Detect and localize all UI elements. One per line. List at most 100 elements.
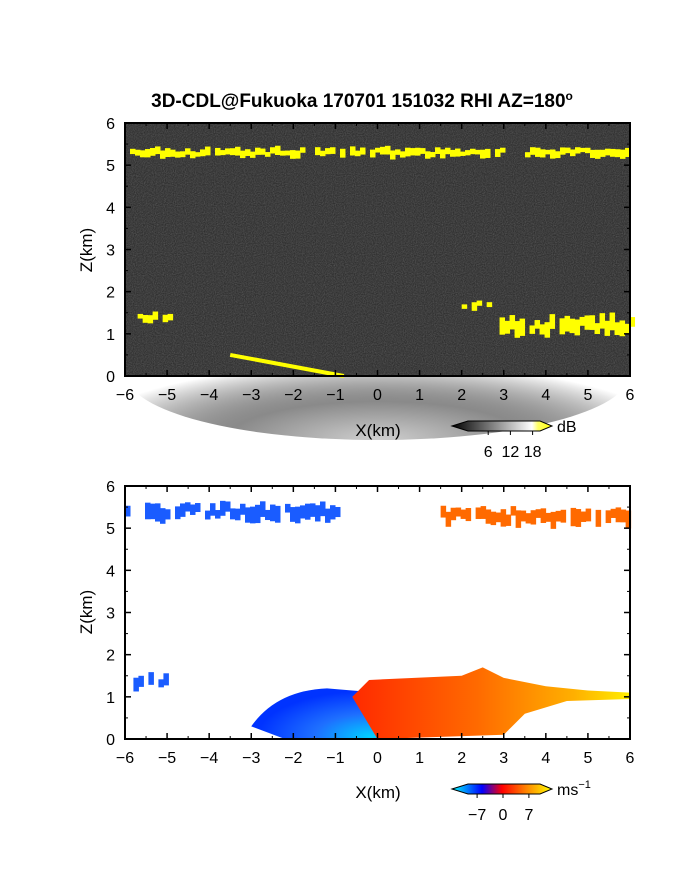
backscatter-echo-cell (570, 149, 576, 157)
backscatter-echo-cell (486, 302, 493, 308)
backscatter-xtick-label: 5 (583, 387, 592, 404)
backscatter-features (130, 145, 636, 378)
velocity-echo-cell (260, 501, 266, 517)
backscatter-echo-cell (260, 148, 266, 155)
velocity-echo-cell (455, 507, 462, 517)
velocity-echo-cell (510, 506, 517, 516)
backscatter-echo-cell (604, 320, 611, 336)
velocity-echo-cell (540, 508, 547, 523)
backscatter-echo-cell (162, 314, 169, 323)
velocity-echo-cell (138, 675, 144, 687)
backscatter-echo-cell (140, 150, 146, 158)
backscatter-echo-cell (390, 150, 396, 160)
backscatter-echo-cell (504, 320, 511, 334)
backscatter-colorbar: dB 6 12 18 (450, 419, 577, 461)
velocity-echo-cell (310, 503, 316, 517)
backscatter-xtick-label: −6 (116, 387, 134, 404)
backscatter-echo-cell (150, 147, 156, 156)
backscatter-echo-cell (465, 150, 471, 156)
velocity-echo-cell (570, 507, 577, 527)
backscatter-echo-cell (579, 316, 586, 326)
velocity-colorbar: ms−1 −7 0 7 (450, 779, 591, 824)
velocity-echo-cell (235, 508, 241, 521)
velocity-negative-region (251, 688, 378, 739)
backscatter-echo-cell (610, 148, 616, 157)
backscatter-echo-cell (340, 148, 346, 158)
velocity-echo-cell (595, 509, 602, 527)
backscatter-echo-cell (147, 315, 154, 324)
backscatter-echo-cell (565, 147, 571, 154)
velocity-echo-cell (255, 504, 261, 524)
backscatter-echo-cell (609, 312, 616, 331)
velocity-echo-cell (330, 505, 336, 520)
backscatter-echo-cell (250, 151, 256, 158)
backscatter-echo-layer (137, 311, 174, 324)
backscatter-echo-cell (410, 148, 416, 156)
velocity-echo-cell (160, 508, 166, 524)
backscatter-echo-cell (445, 147, 451, 155)
backscatter-xtick-label: −4 (200, 387, 218, 404)
backscatter-xtick-label: −5 (158, 387, 176, 404)
backscatter-ytick-label: 5 (106, 158, 115, 175)
backscatter-echo-cell (615, 149, 621, 158)
backscatter-echo-cell (539, 324, 546, 335)
backscatter-echo-cell (525, 152, 531, 158)
backscatter-echo-cell (360, 147, 366, 155)
backscatter-echo-cell (430, 152, 436, 158)
velocity-echo-cell (615, 507, 622, 523)
velocity-echo-cell (220, 500, 226, 516)
velocity-echo-cell (275, 505, 281, 523)
backscatter-echo-cell (245, 149, 251, 156)
backscatter-echo-cell (560, 147, 566, 155)
backscatter-echo-cell (175, 151, 181, 158)
backscatter-ytick-label: 4 (106, 200, 115, 217)
velocity-echo-cell (440, 505, 447, 518)
backscatter-echo-cell (509, 315, 516, 330)
backscatter-echo-cell (355, 150, 361, 157)
backscatter-echo-cell (145, 149, 151, 158)
velocity-echo-cell (270, 504, 276, 522)
velocity-xtick-label: 4 (541, 750, 550, 767)
velocity-echo-cell (580, 511, 587, 522)
backscatter-echo-layer (461, 300, 493, 311)
backscatter-ytick-label: 1 (106, 327, 115, 344)
velocity-echo-cell (485, 509, 492, 524)
backscatter-echo-cell (385, 145, 391, 155)
backscatter-xtick-label: 3 (499, 387, 508, 404)
velocity-echo-cell (545, 512, 552, 522)
backscatter-ytick-label: 2 (106, 285, 115, 302)
velocity-echo-cell (295, 506, 301, 524)
backscatter-colorbar-unit: dB (557, 419, 577, 436)
backscatter-echo-cell (544, 322, 551, 338)
velocity-xtick-label: −5 (158, 750, 176, 767)
backscatter-echo-cell (461, 304, 468, 309)
backscatter-echo-cell (500, 147, 506, 153)
velocity-xtick-label: −6 (116, 750, 134, 767)
backscatter-echo-cell (559, 318, 566, 335)
velocity-colorbar-tick-label: −7 (468, 807, 486, 824)
velocity-echo-cell (550, 511, 557, 529)
backscatter-echo-cell (137, 313, 144, 319)
backscatter-echo-cell (230, 148, 236, 156)
velocity-xtick-label: −1 (326, 750, 344, 767)
backscatter-echo-cell (400, 151, 406, 158)
velocity-echo-cell (605, 510, 612, 524)
velocity-echo-cell (125, 505, 131, 517)
velocity-echo-cell (230, 508, 236, 520)
backscatter-echo-cell (152, 311, 159, 320)
velocity-echo-cell (163, 673, 169, 686)
velocity-ytick-label: 2 (106, 648, 115, 665)
velocity-echo-cell (450, 507, 457, 521)
backscatter-echo-cell (480, 149, 486, 159)
velocity-ylabel: Z(km) (77, 590, 96, 634)
velocity-echo-cell (475, 507, 482, 519)
backscatter-xtick-label: 0 (373, 387, 382, 404)
velocity-positive-region (352, 667, 630, 739)
backscatter-echo-cell (614, 322, 621, 336)
backscatter-echo-cell (450, 149, 456, 157)
backscatter-echo-cell (270, 147, 276, 154)
backscatter-xtick-label: 2 (457, 387, 466, 404)
velocity-echo-cell (465, 508, 472, 522)
backscatter-echo-cell (590, 149, 596, 158)
backscatter-echo-cell (530, 147, 536, 155)
